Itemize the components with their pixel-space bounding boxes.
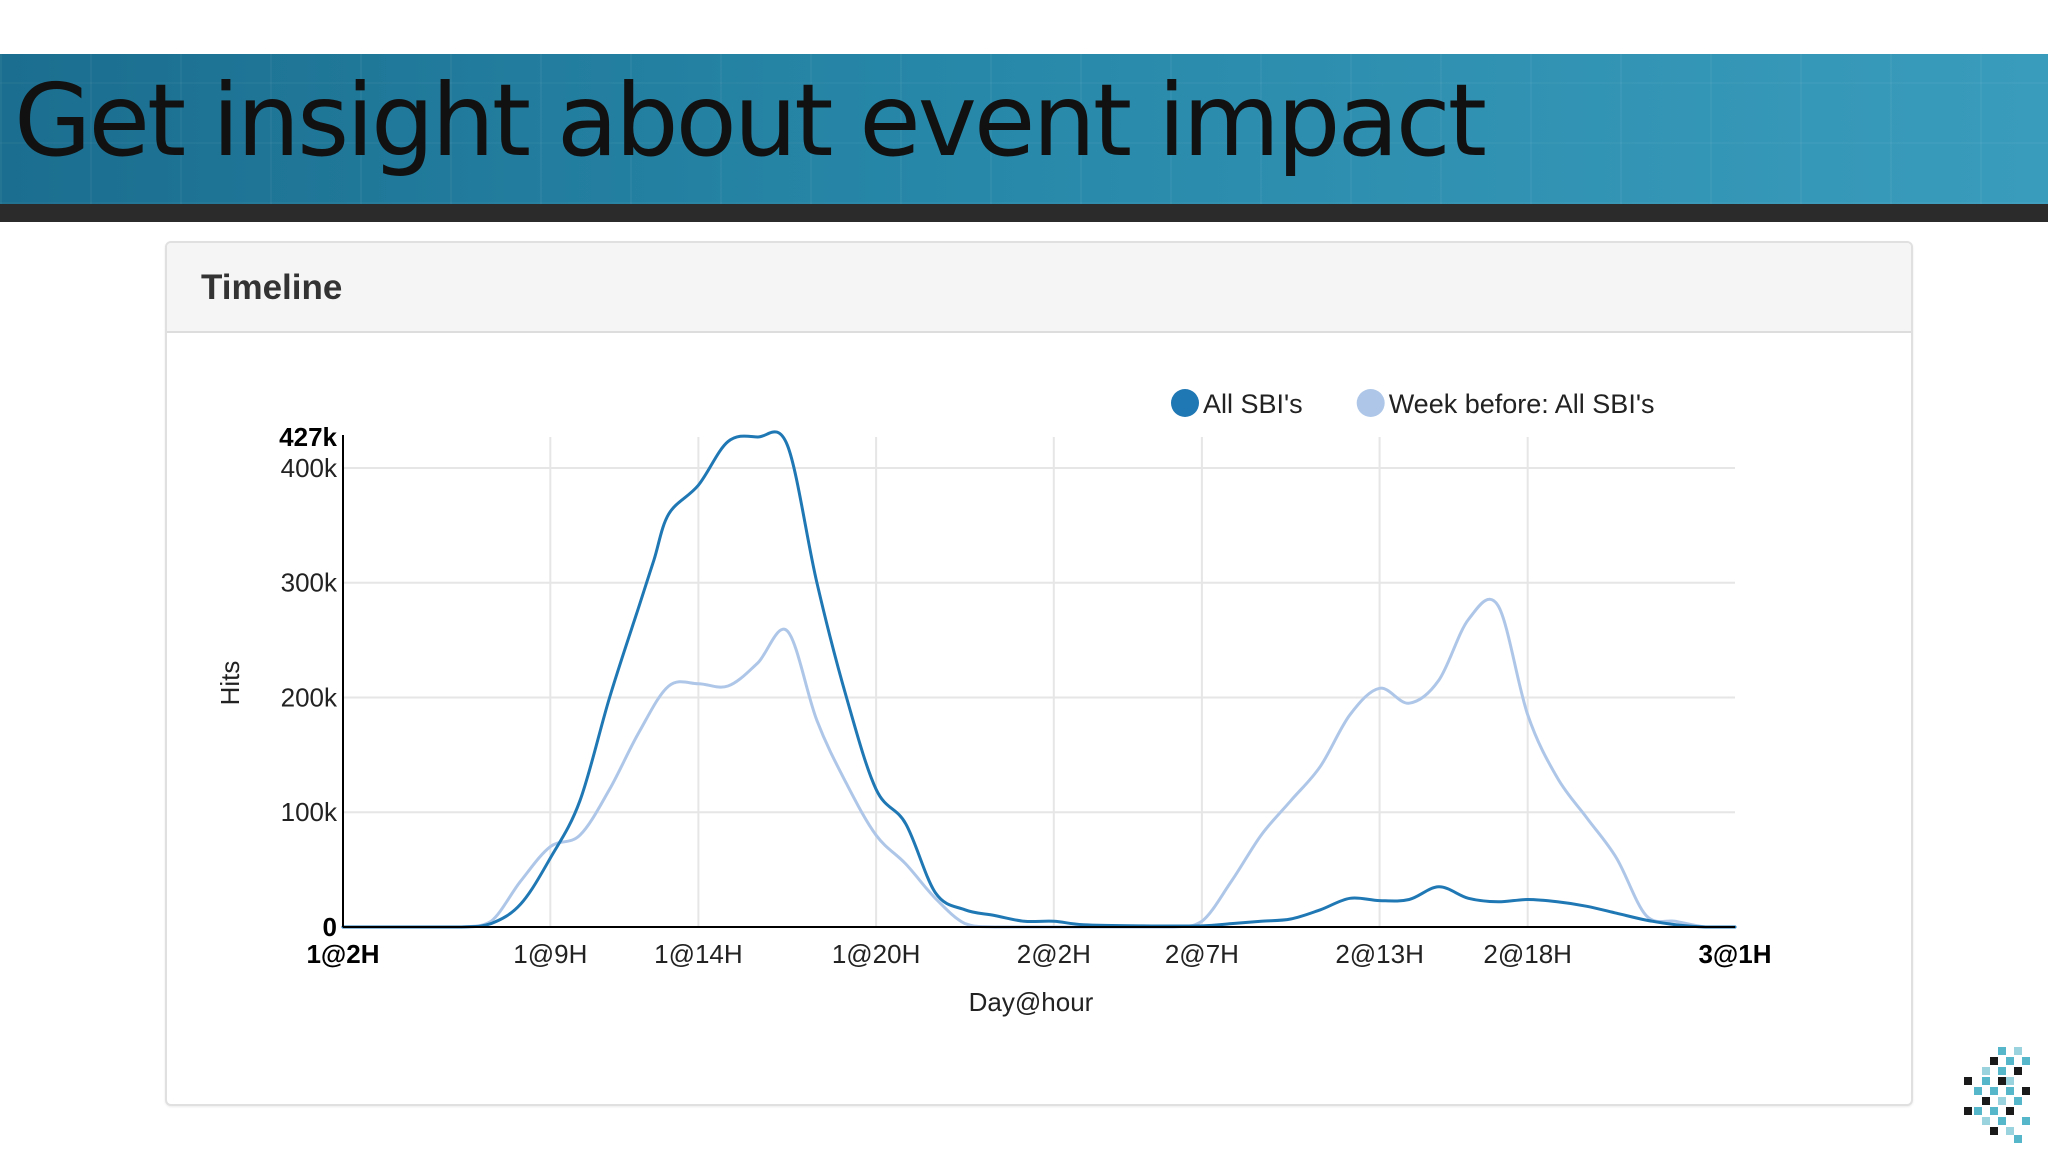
x-tick-label-3: 1@20H [832,939,921,969]
x-axis-title: Day@hour [969,987,1094,1017]
legend-label-0: All SBI's [1203,389,1303,419]
x-tick-label-0: 1@2H [306,939,379,969]
legend-marker-0 [1171,389,1199,417]
x-tick-label-7: 2@18H [1483,939,1572,969]
y-tick-label-4: 400k [281,453,338,483]
x-tick-label-2: 1@14H [654,939,743,969]
series-line-0 [341,430,1737,929]
y-tick-label-0: 0 [323,912,337,942]
x-tick-label-4: 2@2H [1017,939,1091,969]
slide-title: Get insight about event impact [14,62,1487,179]
title-banner: Get insight about event impact [0,54,2048,204]
panel-title: Timeline [201,268,343,307]
panel-header: Timeline [167,243,1911,333]
x-tick-label-8: 3@1H [1698,939,1771,969]
y-axis-title: Hits [215,661,245,706]
legend-label-1: Week before: All SBI's [1389,389,1655,419]
banner-divider [0,204,2048,222]
y-tick-label-5: 427k [279,422,337,452]
x-tick-label-6: 2@13H [1335,939,1424,969]
timeline-panel: Timeline 0 100k 200k 300k 400k 427k 1@2H 1@9H 1@… [165,241,1913,1106]
company-logo [1964,1047,2030,1143]
series-line-1 [341,597,1737,929]
y-tick-label-3: 300k [281,568,338,598]
y-tick-label-1: 100k [281,797,338,827]
x-tick-label-5: 2@7H [1165,939,1239,969]
legend-marker-1 [1356,389,1385,417]
banner-texture [0,54,2048,204]
y-tick-label-2: 200k [281,682,338,712]
logo-pixel-grid [1964,1047,2030,1143]
x-tick-label-1: 1@9H [513,939,587,969]
